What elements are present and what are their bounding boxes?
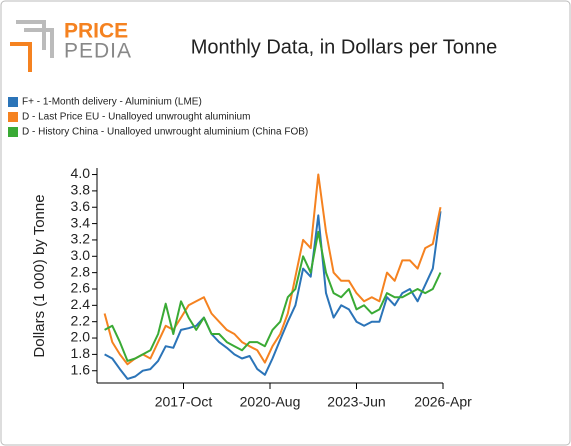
y-tick-label: 2.2 xyxy=(71,312,91,328)
legend-swatch xyxy=(8,97,18,107)
y-tick-label: 4.0 xyxy=(71,165,91,181)
logo-text: PEDIA xyxy=(64,40,132,63)
logo: PRICE PEDIA xyxy=(10,20,132,72)
chart-title: Monthly Data, in Dollars per Tonne xyxy=(191,36,497,58)
y-tick-label: 3.6 xyxy=(71,198,91,214)
series-line xyxy=(104,230,442,362)
y-tick-label: 3.2 xyxy=(71,231,91,247)
y-tick-label: 2.8 xyxy=(71,263,91,279)
legend-swatch xyxy=(8,112,18,122)
y-tick-label: 1.6 xyxy=(71,361,91,377)
x-tick-label: 2020-Aug xyxy=(240,394,301,410)
legend-label: D - History China - Unalloyed unwrought … xyxy=(22,127,308,138)
legend-label: D - Last Price EU - Unalloyed unwrought … xyxy=(22,112,250,123)
legend-swatch xyxy=(8,127,18,137)
series-line xyxy=(104,211,442,380)
y-tick-label: 2.4 xyxy=(71,296,91,312)
logo-text: PRICE xyxy=(64,20,128,43)
y-tick-label: 2.0 xyxy=(71,329,91,345)
y-tick-label: 2.6 xyxy=(71,280,91,296)
y-tick-label: 1.8 xyxy=(71,345,91,361)
legend-label: F+ - 1-Month delivery - Aluminium (LME) xyxy=(22,97,202,108)
y-tick-label: 3.4 xyxy=(71,214,91,230)
y-tick-label: 3.0 xyxy=(71,247,91,263)
y-tick-label: 3.8 xyxy=(71,182,91,198)
series-line xyxy=(103,173,442,366)
x-tick-label: 2017-Oct xyxy=(155,394,213,410)
x-tick-label: 2023-Jun xyxy=(327,394,385,410)
y-axis-label: Dollars (1 000) by Tonne xyxy=(31,194,48,357)
x-tick-label: 2026-Apr xyxy=(414,394,472,410)
